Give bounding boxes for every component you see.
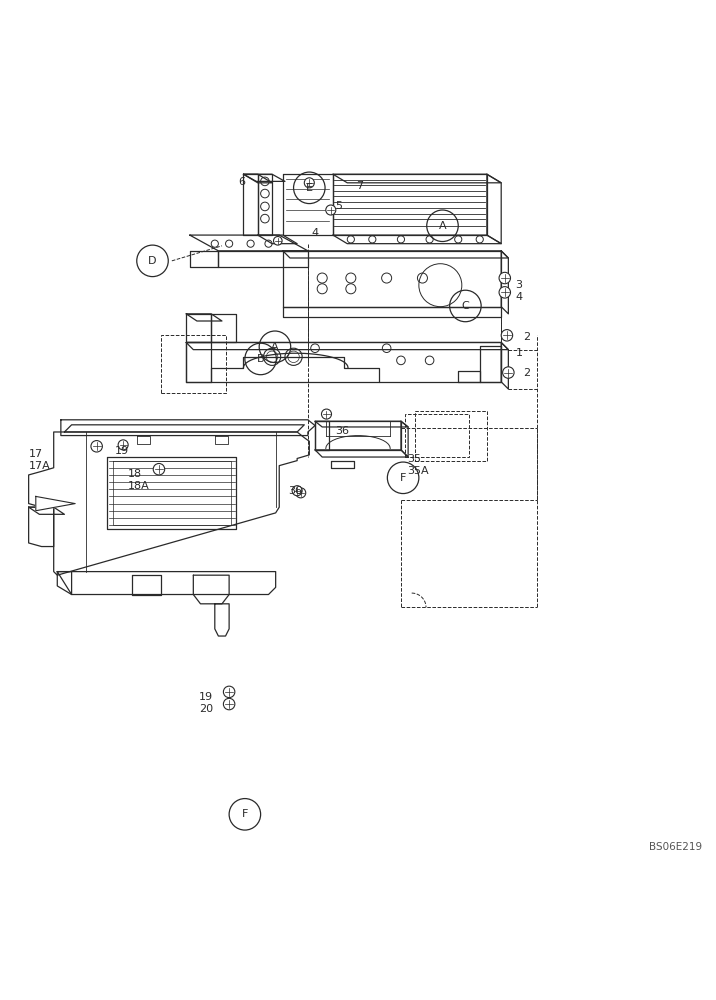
Text: F: F xyxy=(242,809,248,819)
Text: 17A: 17A xyxy=(29,461,50,471)
Text: 7: 7 xyxy=(356,181,363,191)
Circle shape xyxy=(296,488,306,498)
Text: 20: 20 xyxy=(199,704,213,714)
Text: D: D xyxy=(148,256,157,266)
Circle shape xyxy=(292,486,302,496)
Text: B: B xyxy=(257,354,264,364)
Circle shape xyxy=(321,409,332,419)
Circle shape xyxy=(223,686,235,698)
Text: A: A xyxy=(271,342,279,352)
Text: BS06E219: BS06E219 xyxy=(649,842,702,852)
Text: 1: 1 xyxy=(516,348,523,358)
Circle shape xyxy=(501,330,513,341)
Text: F: F xyxy=(400,473,406,483)
Text: 35A: 35A xyxy=(407,466,428,476)
Circle shape xyxy=(118,440,128,450)
Text: A: A xyxy=(439,221,446,231)
Circle shape xyxy=(499,287,511,298)
Text: 2: 2 xyxy=(523,332,530,342)
Text: C: C xyxy=(462,301,469,311)
Text: 36: 36 xyxy=(335,426,349,436)
Circle shape xyxy=(304,178,314,188)
Text: 17: 17 xyxy=(29,449,43,459)
Text: 18: 18 xyxy=(127,469,142,479)
Text: E: E xyxy=(306,183,313,193)
Text: 2: 2 xyxy=(523,368,530,378)
Text: 35: 35 xyxy=(407,454,421,464)
Text: 18A: 18A xyxy=(127,481,149,491)
Text: 6: 6 xyxy=(238,177,245,187)
Polygon shape xyxy=(36,496,75,511)
Text: 19: 19 xyxy=(115,446,129,456)
Circle shape xyxy=(91,441,102,452)
Circle shape xyxy=(223,698,235,710)
Text: 3: 3 xyxy=(516,280,523,290)
Circle shape xyxy=(274,237,282,245)
Circle shape xyxy=(503,367,514,378)
Circle shape xyxy=(153,463,165,475)
Text: 5: 5 xyxy=(335,201,342,211)
Text: 4: 4 xyxy=(311,228,319,238)
Text: 19: 19 xyxy=(199,692,213,702)
Circle shape xyxy=(499,272,511,284)
Text: 36: 36 xyxy=(288,486,302,496)
Text: 4: 4 xyxy=(516,292,523,302)
Circle shape xyxy=(326,205,336,215)
